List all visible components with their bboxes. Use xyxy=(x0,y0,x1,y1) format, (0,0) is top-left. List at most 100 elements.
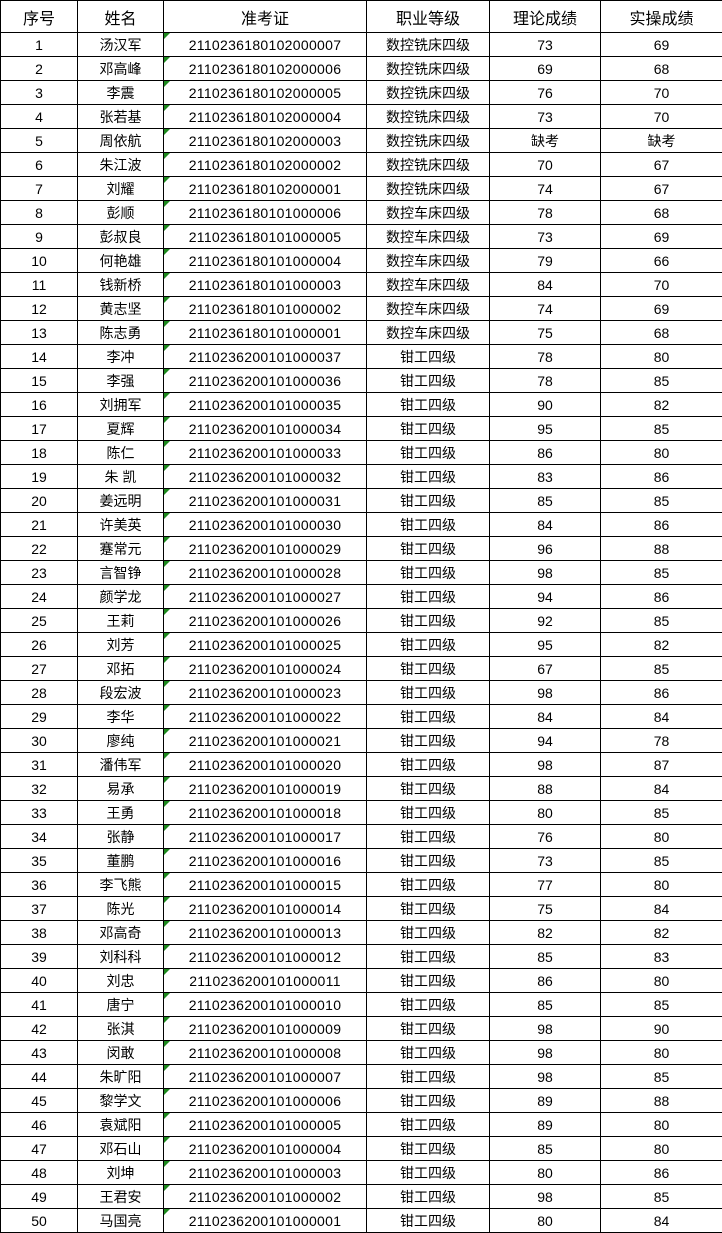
cell-level[interactable]: 数控车床四级 xyxy=(367,321,490,345)
cell-theory-score[interactable]: 84 xyxy=(490,273,601,297)
cell-practical-score[interactable]: 85 xyxy=(601,657,722,681)
cell-theory-score[interactable]: 94 xyxy=(490,585,601,609)
cell-name[interactable]: 刘耀 xyxy=(78,177,164,201)
cell-practical-score[interactable]: 67 xyxy=(601,177,722,201)
cell-exam-id[interactable]: 2110236180102000001 xyxy=(164,177,367,201)
cell-theory-score[interactable]: 85 xyxy=(490,489,601,513)
cell-exam-id[interactable]: 2110236200101000014 xyxy=(164,897,367,921)
cell-index[interactable]: 38 xyxy=(1,921,78,945)
cell-practical-score[interactable]: 84 xyxy=(601,897,722,921)
cell-practical-score[interactable]: 84 xyxy=(601,705,722,729)
cell-name[interactable]: 许美英 xyxy=(78,513,164,537)
cell-practical-score[interactable]: 67 xyxy=(601,153,722,177)
cell-name[interactable]: 刘拥军 xyxy=(78,393,164,417)
cell-practical-score[interactable]: 85 xyxy=(601,609,722,633)
cell-name[interactable]: 朱 凯 xyxy=(78,465,164,489)
cell-index[interactable]: 18 xyxy=(1,441,78,465)
cell-practical-score[interactable]: 85 xyxy=(601,801,722,825)
cell-practical-score[interactable]: 85 xyxy=(601,849,722,873)
cell-exam-id[interactable]: 2110236180102000004 xyxy=(164,105,367,129)
cell-practical-score[interactable]: 68 xyxy=(601,201,722,225)
cell-level[interactable]: 钳工四级 xyxy=(367,1209,490,1233)
cell-exam-id[interactable]: 2110236200101000016 xyxy=(164,849,367,873)
cell-index[interactable]: 11 xyxy=(1,273,78,297)
cell-name[interactable]: 王勇 xyxy=(78,801,164,825)
cell-level[interactable]: 钳工四级 xyxy=(367,921,490,945)
cell-level[interactable]: 钳工四级 xyxy=(367,1113,490,1137)
cell-exam-id[interactable]: 2110236200101000030 xyxy=(164,513,367,537)
cell-name[interactable]: 李冲 xyxy=(78,345,164,369)
cell-index[interactable]: 12 xyxy=(1,297,78,321)
cell-exam-id[interactable]: 2110236200101000034 xyxy=(164,417,367,441)
cell-name[interactable]: 李强 xyxy=(78,369,164,393)
cell-exam-id[interactable]: 2110236200101000005 xyxy=(164,1113,367,1137)
cell-exam-id[interactable]: 2110236200101000031 xyxy=(164,489,367,513)
cell-name[interactable]: 潘伟军 xyxy=(78,753,164,777)
cell-index[interactable]: 34 xyxy=(1,825,78,849)
cell-index[interactable]: 19 xyxy=(1,465,78,489)
cell-theory-score[interactable]: 98 xyxy=(490,1065,601,1089)
cell-practical-score[interactable]: 86 xyxy=(601,681,722,705)
cell-level[interactable]: 数控车床四级 xyxy=(367,297,490,321)
cell-index[interactable]: 39 xyxy=(1,945,78,969)
cell-level[interactable]: 钳工四级 xyxy=(367,441,490,465)
cell-index[interactable]: 30 xyxy=(1,729,78,753)
cell-theory-score[interactable]: 83 xyxy=(490,465,601,489)
cell-level[interactable]: 数控车床四级 xyxy=(367,201,490,225)
cell-name[interactable]: 董鹏 xyxy=(78,849,164,873)
cell-theory-score[interactable]: 74 xyxy=(490,177,601,201)
cell-index[interactable]: 45 xyxy=(1,1089,78,1113)
cell-exam-id[interactable]: 2110236200101000006 xyxy=(164,1089,367,1113)
cell-practical-score[interactable]: 85 xyxy=(601,561,722,585)
cell-level[interactable]: 钳工四级 xyxy=(367,825,490,849)
cell-practical-score[interactable]: 85 xyxy=(601,1185,722,1209)
cell-name[interactable]: 邓石山 xyxy=(78,1137,164,1161)
cell-practical-score[interactable]: 80 xyxy=(601,345,722,369)
cell-index[interactable]: 20 xyxy=(1,489,78,513)
cell-theory-score[interactable]: 86 xyxy=(490,441,601,465)
cell-theory-score[interactable]: 84 xyxy=(490,513,601,537)
cell-level[interactable]: 数控铣床四级 xyxy=(367,105,490,129)
cell-theory-score[interactable]: 85 xyxy=(490,1137,601,1161)
cell-practical-score[interactable]: 86 xyxy=(601,585,722,609)
cell-practical-score[interactable]: 80 xyxy=(601,873,722,897)
cell-index[interactable]: 15 xyxy=(1,369,78,393)
cell-theory-score[interactable]: 78 xyxy=(490,345,601,369)
cell-theory-score[interactable]: 92 xyxy=(490,609,601,633)
cell-theory-score[interactable]: 90 xyxy=(490,393,601,417)
cell-index[interactable]: 25 xyxy=(1,609,78,633)
cell-level[interactable]: 钳工四级 xyxy=(367,705,490,729)
cell-exam-id[interactable]: 2110236200101000026 xyxy=(164,609,367,633)
cell-exam-id[interactable]: 2110236200101000011 xyxy=(164,969,367,993)
cell-practical-score[interactable]: 70 xyxy=(601,273,722,297)
cell-level[interactable]: 数控铣床四级 xyxy=(367,129,490,153)
cell-index[interactable]: 50 xyxy=(1,1209,78,1233)
cell-practical-score[interactable]: 70 xyxy=(601,105,722,129)
cell-theory-score[interactable]: 69 xyxy=(490,57,601,81)
cell-name[interactable]: 张淇 xyxy=(78,1017,164,1041)
cell-theory-score[interactable]: 85 xyxy=(490,945,601,969)
cell-exam-id[interactable]: 2110236180101000006 xyxy=(164,201,367,225)
cell-theory-score[interactable]: 84 xyxy=(490,705,601,729)
cell-index[interactable]: 4 xyxy=(1,105,78,129)
cell-name[interactable]: 言智铮 xyxy=(78,561,164,585)
cell-name[interactable]: 王莉 xyxy=(78,609,164,633)
cell-index[interactable]: 22 xyxy=(1,537,78,561)
cell-exam-id[interactable]: 2110236200101000025 xyxy=(164,633,367,657)
cell-exam-id[interactable]: 2110236200101000028 xyxy=(164,561,367,585)
cell-name[interactable]: 闵敢 xyxy=(78,1041,164,1065)
cell-theory-score[interactable]: 77 xyxy=(490,873,601,897)
cell-practical-score[interactable]: 69 xyxy=(601,297,722,321)
cell-exam-id[interactable]: 2110236180101000002 xyxy=(164,297,367,321)
cell-practical-score[interactable]: 82 xyxy=(601,633,722,657)
cell-index[interactable]: 21 xyxy=(1,513,78,537)
cell-index[interactable]: 9 xyxy=(1,225,78,249)
cell-exam-id[interactable]: 2110236200101000003 xyxy=(164,1161,367,1185)
cell-level[interactable]: 数控铣床四级 xyxy=(367,57,490,81)
cell-practical-score[interactable]: 68 xyxy=(601,321,722,345)
cell-practical-score[interactable]: 88 xyxy=(601,1089,722,1113)
cell-level[interactable]: 钳工四级 xyxy=(367,753,490,777)
cell-level[interactable]: 钳工四级 xyxy=(367,1161,490,1185)
cell-level[interactable]: 钳工四级 xyxy=(367,1065,490,1089)
cell-level[interactable]: 钳工四级 xyxy=(367,657,490,681)
